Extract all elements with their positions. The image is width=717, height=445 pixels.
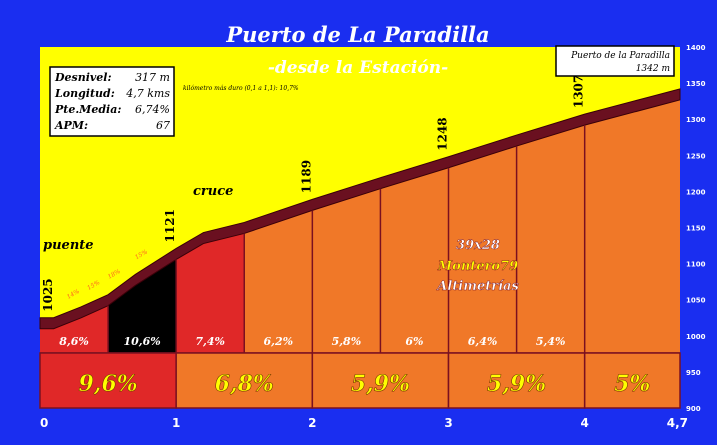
label-puente: puente (43, 238, 94, 253)
label-cruce: cruce (193, 184, 233, 199)
y-tick-2: 1000 (686, 333, 706, 341)
altitude-label-1: 1121 (163, 209, 177, 242)
segment-percent-labels: 8,6% 10,6% 7,4% 6,2% 5,8% 6% 6,4% 5,4% (59, 335, 565, 348)
y-tick-3: 1050 (686, 297, 706, 305)
y-tick-1: 950 (686, 369, 701, 377)
x-tick-0: 0 (40, 416, 48, 430)
x-tick-5: 4,7 (667, 416, 688, 430)
segment-fill-7 (516, 125, 585, 409)
km-block-4 (583, 352, 681, 409)
segment-percent-6: 6,4% (468, 335, 498, 348)
y-tick-8: 1300 (686, 116, 706, 124)
stats-box: Desnivel: 317 m Longitud: 4,7 kms Pte.Me… (49, 66, 175, 137)
profile-band (39, 88, 681, 330)
stat-label-apm: APM: (54, 119, 88, 132)
y-tick-0: 900 (686, 405, 701, 413)
x-axis-ticks: 0 1 2 3 4 4,7 (40, 416, 688, 430)
stat-value-apm: 67 (156, 119, 170, 132)
credits-line-3: Altimetrías (435, 279, 519, 294)
stat-value-pte-media: 6,74% (135, 103, 170, 116)
km-percent-1: 6,8% (215, 371, 274, 397)
stat-label-pte-media: Pte.Media: (54, 103, 121, 116)
segment-percent-4: 5,8% (332, 335, 362, 348)
segment-percent-1: 10,6% (124, 335, 161, 348)
credits-line-2: Montero79 (437, 259, 518, 274)
km-block-0 (39, 352, 177, 409)
summit-name: Puerto de la Paradilla (570, 51, 670, 61)
segment-dividers (107, 125, 586, 353)
km-percent-4: 5% (614, 371, 650, 397)
y-tick-5: 1150 (686, 225, 706, 233)
credits: 39x28 Montero79 Altimetrías (435, 238, 520, 294)
summit-box: Puerto de la Paradilla 1342 m (555, 45, 675, 77)
credits-line-1: 39x28 (456, 238, 500, 253)
y-tick-9: 1350 (686, 80, 706, 88)
km-blocks: 9,6% 6,8% 5,9% 5,9% 5% (39, 352, 681, 409)
x-tick-4: 4 (581, 416, 589, 430)
segment-fill-8 (584, 99, 680, 408)
hardest-km-note: kilómetro más duro (0,1 a 1,1): 10,7% (183, 85, 299, 92)
x-tick-3: 3 (444, 416, 452, 430)
segment-fill-6 (448, 146, 517, 409)
stat-label-desnivel: Desnivel: (54, 71, 112, 84)
y-tick-4: 1100 (686, 261, 706, 269)
km-percent-0: 9,6% (78, 371, 137, 397)
altitude-label-4: 1307 (572, 75, 586, 108)
y-tick-10: 1400 (686, 44, 706, 52)
stat-label-longitud: Longitud: (54, 87, 115, 100)
y-tick-6: 1200 (686, 188, 706, 196)
km-block-3 (447, 352, 586, 409)
segment-fill-5 (380, 167, 449, 408)
km-percent-3: 5,9% (487, 371, 546, 397)
altitude-label-3: 1248 (436, 117, 450, 150)
segment-percent-2: 7,4% (195, 335, 225, 348)
profile-road-band (39, 88, 681, 330)
altitude-labels: 1025 1121 1189 1248 1307 (41, 75, 586, 312)
segment-percent-7: 5,4% (536, 335, 566, 348)
segment-percent-5: 6% (405, 335, 423, 348)
x-tick-1: 1 (172, 416, 180, 430)
x-tick-2: 2 (308, 416, 316, 430)
y-tick-7: 1250 (686, 152, 706, 160)
stat-value-desnivel: 317 m (135, 71, 170, 84)
km-percent-2: 5,9% (351, 371, 410, 397)
chart-title: Puerto de La Paradilla (225, 22, 489, 47)
chart-subtitle: -desde la Estación- (268, 58, 448, 78)
summit-altitude: 1342 m (636, 64, 670, 74)
altitude-label-2: 1189 (299, 160, 313, 193)
altitude-label-0: 1025 (41, 278, 55, 311)
segment-percent-3: 6,2% (264, 335, 294, 348)
segment-percent-0: 8,6% (59, 335, 89, 348)
y-axis-ticks: 900 950 1000 1050 1100 1150 1200 1250 1300 1350 14… (686, 44, 706, 413)
stat-value-longitud: 4,7 kms (125, 87, 170, 100)
